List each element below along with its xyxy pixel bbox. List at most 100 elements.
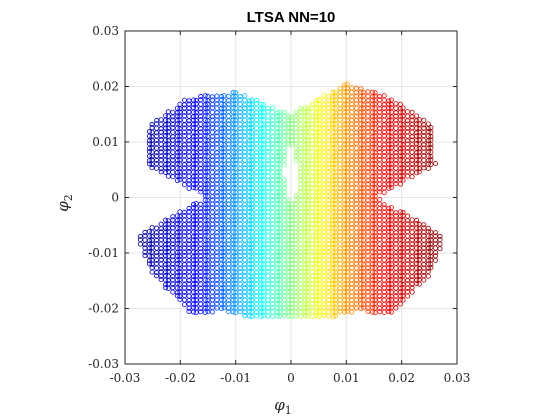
scatter-point (205, 189, 211, 195)
scatter-point (353, 181, 359, 187)
scatter-point (253, 173, 259, 179)
scatter-point (344, 181, 350, 187)
scatter-point (414, 233, 420, 239)
scatter-point (163, 165, 169, 171)
scatter-point (397, 249, 403, 255)
scatter-point (165, 221, 171, 227)
scatter-point (249, 237, 255, 243)
scatter-point (270, 225, 276, 231)
scatter-point (414, 273, 420, 279)
scatter-point (193, 241, 199, 247)
scatter-point (421, 253, 427, 259)
scatter-point (277, 137, 283, 143)
scatter-point (309, 237, 315, 243)
scatter-point (353, 161, 359, 167)
scatter-point (397, 129, 403, 135)
scatter-point (302, 165, 308, 171)
scatter-point (258, 149, 264, 155)
scatter-point (193, 141, 199, 147)
scatter-point (409, 225, 415, 231)
scatter-point (209, 117, 215, 123)
scatter-point (205, 249, 211, 255)
scatter-point (191, 277, 197, 283)
scatter-point (393, 113, 399, 119)
scatter-point (281, 265, 287, 271)
scatter-point (170, 214, 176, 220)
scatter-point (370, 304, 376, 310)
scatter-point (388, 225, 394, 231)
scatter-point (386, 169, 392, 175)
scatter-point (414, 161, 420, 167)
scatter-point (325, 161, 331, 167)
scatter-point (202, 233, 208, 239)
scatter-point (191, 245, 197, 251)
scatter-point (237, 149, 243, 155)
scatter-point (409, 277, 415, 283)
scatter-point (358, 229, 364, 235)
scatter-point (321, 113, 327, 119)
scatter-point (277, 197, 283, 203)
scatter-point (353, 85, 359, 91)
scatter-point (298, 229, 304, 235)
scatter-point (202, 273, 208, 279)
scatter-point (270, 245, 276, 251)
scatter-point (325, 101, 331, 107)
scatter-point (165, 229, 171, 235)
scatter-point (209, 165, 215, 171)
scatter-point (349, 97, 355, 103)
scatter-point (409, 165, 415, 171)
scatter-point (425, 121, 431, 127)
scatter-point (421, 125, 427, 131)
scatter-point (261, 133, 267, 139)
scatter-point (270, 304, 276, 310)
scatter-point (170, 257, 176, 263)
scatter-point (202, 305, 208, 311)
scatter-point (309, 102, 315, 108)
scatter-point (325, 129, 331, 135)
scatter-point (258, 297, 264, 303)
scatter-point (298, 109, 304, 115)
scatter-point (253, 98, 259, 104)
scatter-point (325, 93, 331, 99)
scatter-point (372, 173, 378, 179)
scatter-point (344, 221, 350, 227)
scatter-point (258, 137, 264, 143)
scatter-point (149, 157, 155, 163)
scatter-point (181, 209, 187, 215)
scatter-point (425, 241, 431, 247)
scatter-point (358, 217, 364, 223)
scatter-point (226, 161, 232, 167)
scatter-point (226, 308, 232, 314)
scatter-point (372, 221, 378, 227)
x-axis-label: φ1 (274, 396, 292, 417)
scatter-point (302, 285, 308, 291)
scatter-point (246, 269, 252, 275)
scatter-point (344, 81, 350, 87)
scatter-point (370, 225, 376, 231)
scatter-point (325, 269, 331, 275)
scatter-point (330, 217, 336, 223)
scatter-point (302, 105, 308, 111)
scatter-point (344, 109, 350, 115)
scatter-point (344, 201, 350, 207)
scatter-point (246, 129, 252, 135)
scatter-point (277, 157, 283, 163)
scatter-point (388, 285, 394, 291)
scatter-point (209, 257, 215, 263)
scatter-point (214, 233, 220, 239)
scatter-point (193, 133, 199, 139)
scatter-point (349, 157, 355, 163)
scatter-point (309, 285, 315, 291)
scatter-point (388, 117, 394, 123)
scatter-point (170, 245, 176, 251)
scatter-point (170, 157, 176, 163)
scatter-point (305, 141, 311, 147)
scatter-point (218, 209, 224, 215)
scatter-point (186, 129, 192, 135)
chart-title: LTSA NN=10 (247, 9, 336, 26)
scatter-point (237, 269, 243, 275)
scatter-point (330, 285, 336, 291)
scatter-point (314, 253, 320, 259)
scatter-point (349, 177, 355, 183)
scatter-point (370, 257, 376, 263)
